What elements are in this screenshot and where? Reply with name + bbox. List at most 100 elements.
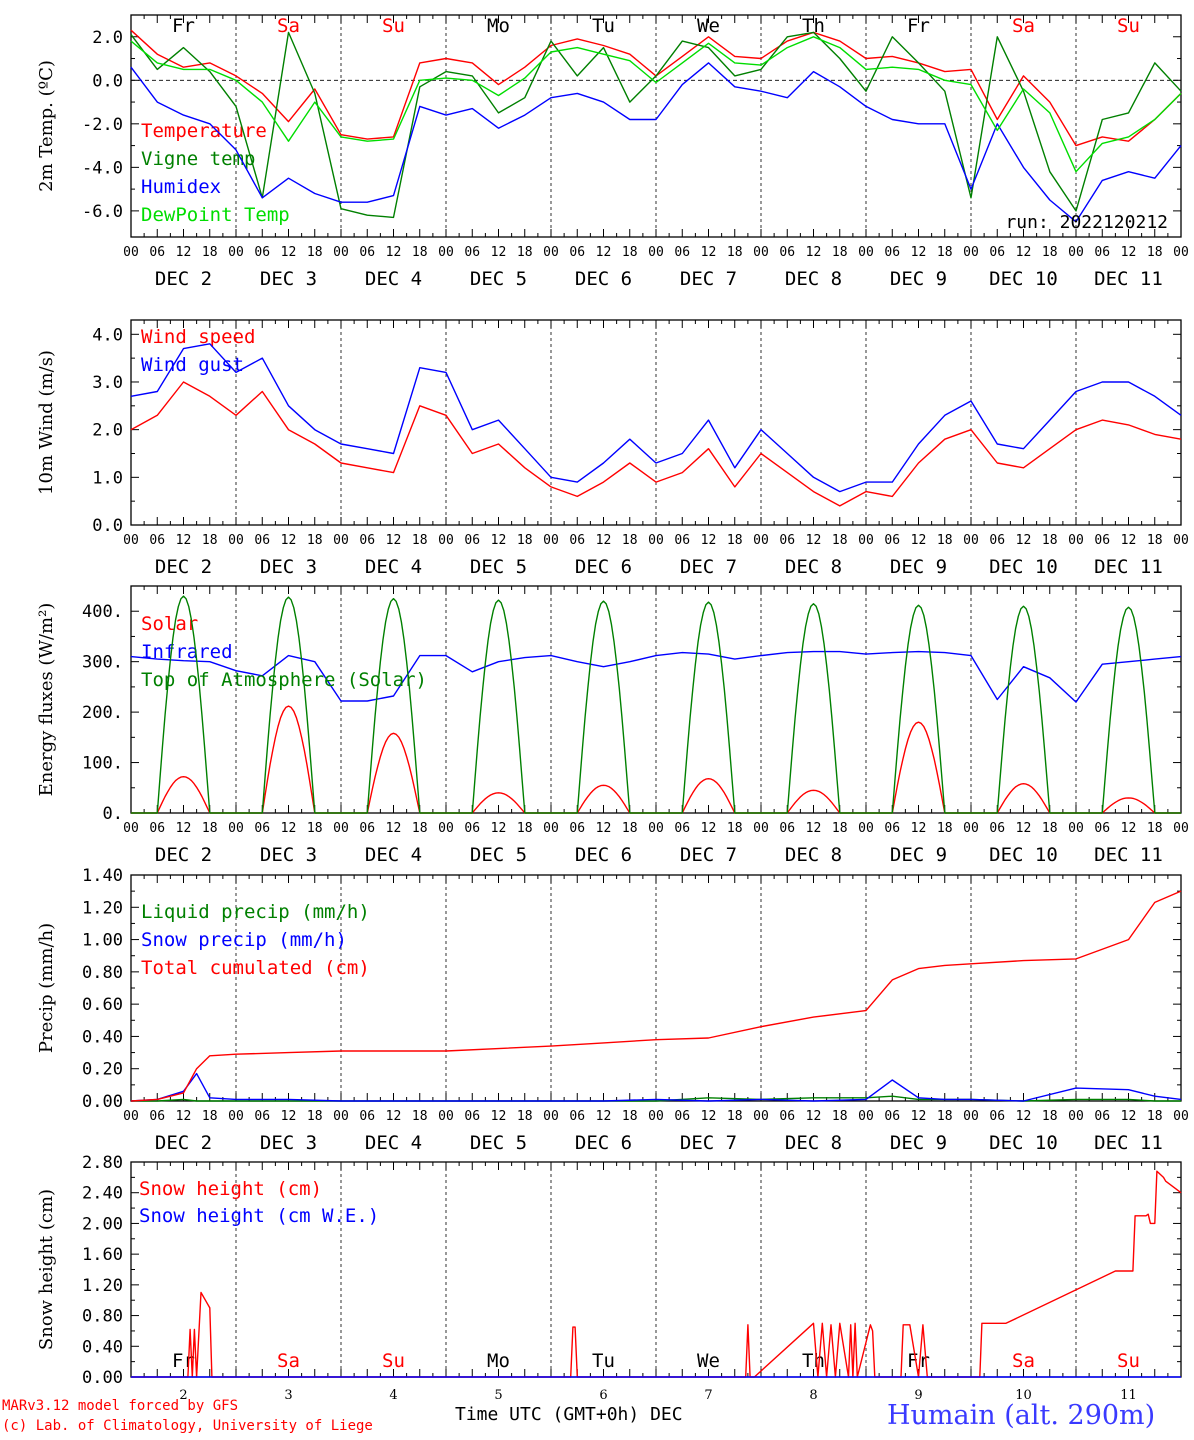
hour-tick-label: 12: [491, 533, 507, 548]
hour-tick-label: 00: [858, 1109, 874, 1124]
day-name-label: Sa: [1012, 1350, 1035, 1372]
meteogram-chart: -6.0 -4.0 -2.0 0.0 2.0 2m Temp. (ºC) 00 06 12 18 D…: [36, 14, 1189, 1400]
hour-tick-label: 12: [806, 533, 822, 548]
hour-tick-label: 00: [123, 1109, 139, 1124]
hour-tick-label: 00: [858, 821, 874, 836]
day-number-label: 4: [389, 1388, 397, 1400]
legend-entry: Snow precip (mm/h): [141, 929, 347, 951]
hour-tick-label: 00: [543, 245, 559, 260]
hour-tick-label: 06: [149, 533, 165, 548]
hour-tick-label: 18: [517, 533, 533, 548]
legend-entry: Total cumulated (cm): [141, 957, 370, 979]
date-label: DEC 8: [785, 1132, 842, 1154]
date-label: DEC 10: [989, 556, 1058, 578]
hour-tick-label: 00: [1173, 821, 1189, 836]
hour-tick-label: 00: [228, 533, 244, 548]
hour-tick-label: 00: [438, 1109, 454, 1124]
hour-tick-label: 18: [622, 821, 638, 836]
legend-entry: Infrared: [141, 641, 233, 663]
hour-tick-label: 06: [359, 821, 375, 836]
hour-tick-label: 12: [596, 245, 612, 260]
hour-tick-label: 06: [359, 245, 375, 260]
hour-tick-label: 18: [412, 821, 428, 836]
hour-tick-label: 00: [438, 533, 454, 548]
legend-entry: Top of Atmosphere (Solar): [141, 669, 427, 691]
series-line-wind-speed: [130, 381, 1182, 507]
y-axis-label: 10m Wind (m/s): [36, 350, 57, 495]
hour-tick-label: 18: [622, 245, 638, 260]
date-label: DEC 10: [989, 268, 1058, 290]
y-tick-label: 2.80: [82, 1153, 123, 1173]
date-label: DEC 6: [575, 844, 632, 866]
hour-tick-label: 00: [1173, 1109, 1189, 1124]
hour-tick-label: 12: [281, 821, 297, 836]
hour-tick-label: 18: [202, 533, 218, 548]
day-number-label: 11: [1120, 1388, 1137, 1400]
hour-tick-label: 06: [884, 245, 900, 260]
day-name-label: Su: [1117, 1350, 1140, 1372]
y-tick-label: 2.0: [92, 421, 123, 441]
hour-tick-label: 12: [1016, 245, 1032, 260]
date-label: DEC 10: [989, 1132, 1058, 1154]
hour-tick-label: 12: [911, 245, 927, 260]
hour-tick-label: 00: [228, 821, 244, 836]
hour-tick-label: 06: [674, 821, 690, 836]
hour-tick-label: 18: [832, 821, 848, 836]
hour-tick-label: 06: [569, 1109, 585, 1124]
hour-tick-label: 00: [1068, 533, 1084, 548]
date-label: DEC 3: [260, 844, 317, 866]
hour-tick-label: 00: [753, 245, 769, 260]
hour-tick-label: 12: [176, 533, 192, 548]
y-tick-label: -2.0: [82, 115, 123, 135]
date-label: DEC 7: [680, 268, 737, 290]
y-tick-label: 0.40: [82, 1337, 123, 1357]
series-line-dewpoint-temp: [130, 36, 1182, 173]
y-tick-label: 0.20: [82, 1060, 123, 1080]
hour-tick-label: 12: [491, 245, 507, 260]
date-label: DEC 4: [365, 844, 422, 866]
hour-tick-label: 06: [569, 533, 585, 548]
hour-tick-label: 00: [333, 1109, 349, 1124]
hour-tick-label: 18: [412, 1109, 428, 1124]
date-label: DEC 5: [470, 844, 527, 866]
hour-tick-label: 06: [149, 821, 165, 836]
hour-tick-label: 12: [281, 533, 297, 548]
y-tick-label: -4.0: [82, 158, 123, 178]
date-label: DEC 5: [470, 556, 527, 578]
hour-tick-label: 12: [806, 1109, 822, 1124]
hour-tick-label: 00: [123, 245, 139, 260]
hour-tick-label: 00: [1173, 245, 1189, 260]
date-label: DEC 3: [260, 1132, 317, 1154]
hour-tick-label: 18: [1147, 533, 1163, 548]
date-label: DEC 3: [260, 556, 317, 578]
hour-tick-label: 18: [412, 533, 428, 548]
day-number-label: 5: [494, 1388, 502, 1400]
legend-entry: DewPoint Temp: [141, 204, 290, 226]
date-label: DEC 5: [470, 1132, 527, 1154]
date-label: DEC 4: [365, 268, 422, 290]
hour-tick-label: 00: [228, 1109, 244, 1124]
day-name-label: Tu: [592, 1350, 615, 1372]
hour-tick-label: 06: [1094, 821, 1110, 836]
hour-tick-label: 18: [517, 245, 533, 260]
hour-tick-label: 12: [176, 245, 192, 260]
hour-tick-label: 06: [989, 1109, 1005, 1124]
credit-line-1: MARv3.12 model forced by GFS: [2, 1398, 239, 1414]
hour-tick-label: 00: [753, 821, 769, 836]
y-tick-label: 1.20: [82, 1276, 123, 1296]
date-label: DEC 8: [785, 268, 842, 290]
hour-tick-label: 00: [1173, 533, 1189, 548]
hour-tick-label: 00: [333, 245, 349, 260]
day-name-label: Tu: [592, 15, 615, 37]
y-axis-label: Energy fluxes (W/m²): [36, 603, 57, 797]
hour-tick-label: 00: [543, 821, 559, 836]
y-tick-label: 2.40: [82, 1184, 123, 1204]
day-number-label: 8: [809, 1388, 817, 1400]
y-tick-label: 0.0: [92, 71, 123, 91]
series-line-total-cumulated-cm-: [130, 890, 1182, 1102]
hour-tick-label: 06: [779, 245, 795, 260]
date-label: DEC 6: [575, 268, 632, 290]
hour-tick-label: 18: [832, 533, 848, 548]
hour-tick-label: 06: [674, 245, 690, 260]
hour-tick-label: 06: [464, 533, 480, 548]
